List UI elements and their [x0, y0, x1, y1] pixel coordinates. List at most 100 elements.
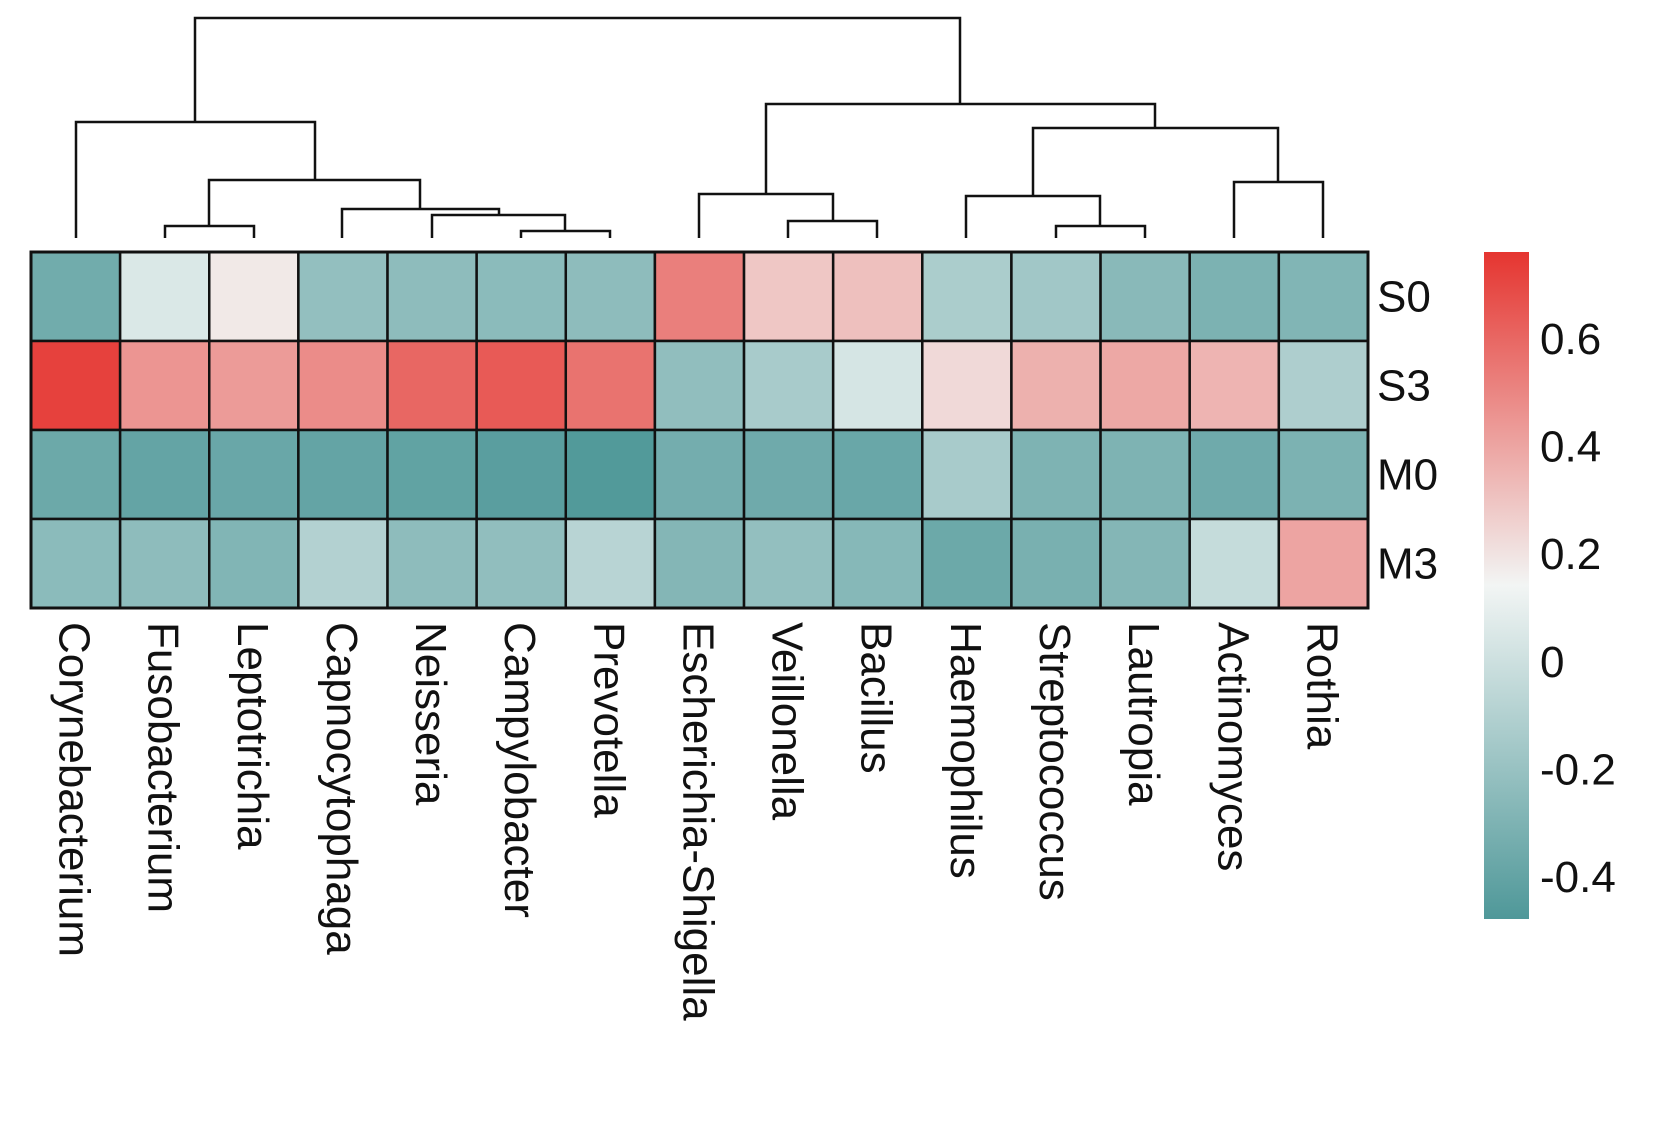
dendrogram-branch	[786, 219, 879, 238]
heatmap-cell	[297, 428, 389, 521]
heatmap-cell	[564, 517, 657, 610]
heatmap-cell	[386, 250, 478, 343]
dendrogram-branch	[193, 16, 962, 122]
heatmap-cell	[1010, 517, 1102, 610]
column-label: Capnocytophaga	[317, 622, 366, 955]
dendrogram-branch	[764, 102, 1157, 194]
heatmap-cell	[118, 250, 211, 343]
row-labels: S0 S3 M0 M3	[1377, 273, 1438, 589]
heatmap-cell	[1099, 339, 1191, 432]
heatmap-cell	[475, 339, 568, 432]
heatmap-cell	[742, 517, 835, 610]
heatmap-cell	[1277, 517, 1370, 610]
heatmap-cell	[208, 428, 300, 521]
heatmap-cell	[208, 250, 300, 343]
heatmap-cell	[297, 517, 389, 610]
heatmap-cell	[564, 428, 657, 521]
dendrogram-branch	[1031, 126, 1280, 196]
column-label: Veillonella	[763, 622, 812, 821]
column-label: Neisseria	[406, 622, 455, 806]
heatmap-cell	[831, 250, 924, 343]
heatmap-cell	[653, 339, 746, 432]
column-label: Lautropia	[1119, 622, 1168, 806]
heatmap-cell	[921, 339, 1013, 432]
heatmap-cell	[29, 517, 122, 610]
heatmap-cell	[1099, 517, 1191, 610]
column-label: Leptotrichia	[228, 622, 277, 850]
heatmap-cell	[1277, 428, 1370, 521]
column-label: Campylobacter	[495, 622, 544, 918]
heatmap-cell	[475, 517, 568, 610]
dendrogram-branch	[207, 178, 422, 226]
heatmap-cell	[29, 250, 122, 343]
heatmap-cell	[29, 339, 122, 432]
colorbar-gradient	[1484, 252, 1529, 919]
heatmap-cell	[742, 428, 835, 521]
heatmap-cell	[1188, 339, 1281, 432]
column-dendrogram	[74, 16, 1325, 238]
heatmap-cell	[831, 428, 924, 521]
heatmap-cell	[1010, 428, 1102, 521]
heatmap-cell	[653, 517, 746, 610]
heatmap-cell	[118, 339, 211, 432]
heatmap-cell	[1010, 339, 1102, 432]
dendrogram-branch	[697, 192, 835, 238]
column-label: Fusobacterium	[139, 622, 188, 913]
column-label: Actinomyces	[1208, 622, 1257, 871]
heatmap-cell	[564, 339, 657, 432]
heatmap-cell	[742, 250, 835, 343]
colorbar-tick-label: 0.2	[1540, 530, 1601, 579]
dendrogram-branch	[430, 213, 567, 238]
colorbar-tick-label: 0	[1540, 638, 1564, 687]
colorbar-tick-label: 0.6	[1540, 315, 1601, 364]
column-label: Prevotella	[584, 622, 633, 818]
dendrogram-branch	[519, 229, 612, 238]
heatmap-cell	[1099, 428, 1191, 521]
heatmap-cell	[831, 517, 924, 610]
heatmap-cell	[1188, 428, 1281, 521]
column-label: Escherichia-Shigella	[674, 622, 723, 1021]
heatmap-border	[29, 250, 1370, 610]
heatmap-cell	[386, 339, 478, 432]
dendrogram-branch	[1054, 224, 1147, 238]
heatmap-cell	[475, 250, 568, 343]
dendrogram-branch	[1232, 180, 1325, 238]
row-label: S3	[1377, 362, 1431, 411]
heatmap-cell	[1099, 250, 1191, 343]
heatmap-cell	[653, 250, 746, 343]
heatmap-cell	[921, 250, 1013, 343]
colorbar-tick-labels: -0.4 -0.2 0 0.2 0.4 0.6	[1540, 315, 1616, 902]
heatmap-cell	[386, 517, 478, 610]
heatmap-cell	[475, 428, 568, 521]
heatmap-cell	[118, 428, 211, 521]
column-label: Corynebacterium	[50, 622, 99, 957]
heatmap-cell	[1188, 250, 1281, 343]
column-label: Streptococcus	[1030, 622, 1079, 901]
heatmap-cell	[921, 517, 1013, 610]
heatmap-cell	[564, 250, 657, 343]
heatmap-cell	[1188, 517, 1281, 610]
row-label: S0	[1377, 273, 1431, 322]
heatmap-cells	[29, 250, 1370, 610]
dendrogram-branch	[163, 224, 256, 238]
heatmap-cell	[1277, 250, 1370, 343]
heatmap-cell	[1010, 250, 1102, 343]
colorbar-tick-label: -0.2	[1540, 745, 1616, 794]
column-label: Rothia	[1297, 622, 1346, 750]
row-label: M0	[1377, 451, 1438, 500]
heatmap-cell	[208, 517, 300, 610]
heatmap-cell	[386, 428, 478, 521]
heatmap-cell	[208, 339, 300, 432]
heatmap-cell	[29, 428, 122, 521]
heatmap-cell	[742, 339, 835, 432]
heatmap-cell	[297, 339, 389, 432]
column-label: Haemophilus	[941, 622, 990, 879]
heatmap-cell	[1277, 339, 1370, 432]
dendrogram-branch	[340, 207, 501, 238]
heatmap-cell	[831, 339, 924, 432]
column-label: Bacillus	[852, 622, 901, 774]
colorbar: -0.4 -0.2 0 0.2 0.4 0.6	[1484, 252, 1616, 919]
heatmap-cell	[118, 517, 211, 610]
row-label: M3	[1377, 540, 1438, 589]
